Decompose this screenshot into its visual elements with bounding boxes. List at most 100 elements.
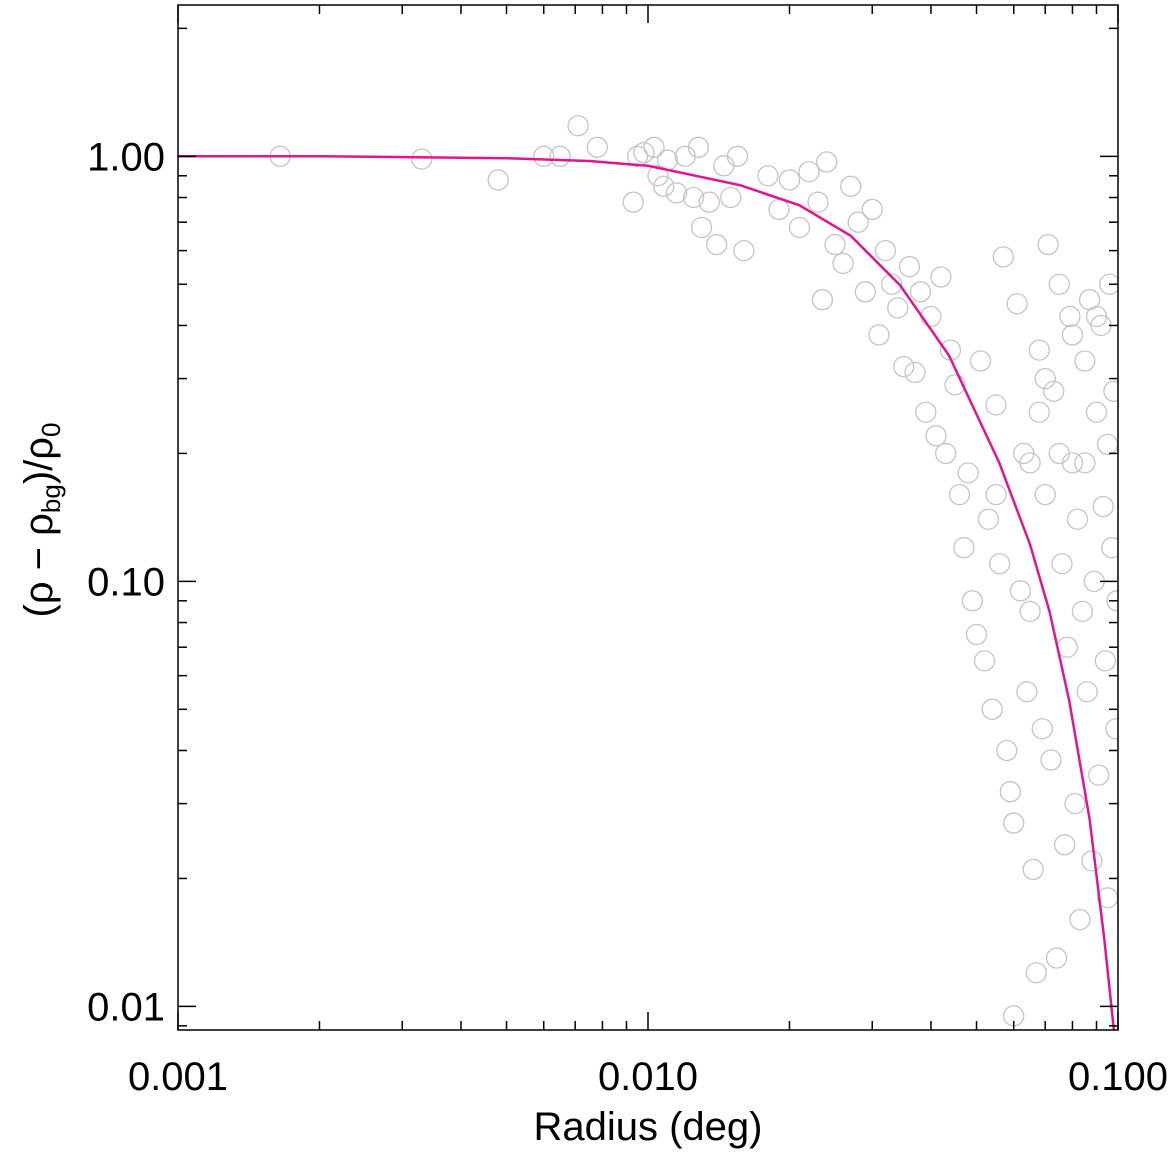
scatter-point <box>1043 380 1065 402</box>
scatter-point <box>713 155 735 177</box>
scatter-point <box>1034 367 1056 390</box>
fit-line <box>178 155 1116 1030</box>
y-axis-label: (ρ − ρbg)/ρ0 <box>17 423 66 618</box>
scatter-point <box>1048 273 1070 295</box>
scatter-point <box>778 169 801 191</box>
scatter-point <box>682 186 705 209</box>
scatter-point <box>533 145 555 167</box>
scatter-point <box>788 216 811 239</box>
scatter-point <box>768 198 790 221</box>
scatter-point <box>1048 442 1070 465</box>
scatter-point <box>944 374 966 396</box>
scatter-point <box>733 239 755 262</box>
scatter-point <box>1076 681 1098 703</box>
scatter-point <box>840 175 862 197</box>
scatter-point <box>904 361 926 384</box>
scatter-point <box>881 273 903 295</box>
scatter-point <box>1101 537 1118 559</box>
scatter-point <box>969 350 992 372</box>
scatter-point <box>674 145 696 167</box>
scatter-point <box>1019 600 1041 623</box>
scatter-point <box>726 145 749 167</box>
scatter-point <box>985 394 1007 416</box>
scatter-point <box>487 169 509 191</box>
scatter-point <box>1003 812 1025 834</box>
scatter-point <box>1040 749 1062 771</box>
scatter-point <box>643 136 665 158</box>
scatter-point <box>948 483 971 506</box>
plot-area <box>178 115 1118 1030</box>
scatter-point <box>915 401 937 423</box>
scatter-point <box>854 281 876 303</box>
scatter-point <box>1085 401 1108 423</box>
scatter-point <box>687 136 710 158</box>
x-tick-label: 0.100 <box>1068 1055 1168 1099</box>
scatter-point <box>981 698 1003 720</box>
scatter-point <box>999 781 1021 803</box>
y-tick-label: 1.00 <box>87 135 165 179</box>
scatter-point <box>1045 947 1068 969</box>
scatter-point <box>935 442 957 465</box>
scatter-point <box>807 191 829 213</box>
scatter-point <box>1061 452 1084 474</box>
scatter-point <box>1074 350 1096 372</box>
scatter-point <box>698 191 720 213</box>
scatter-point <box>992 246 1014 268</box>
scatter-point <box>690 216 713 239</box>
scatter-point <box>706 233 728 256</box>
scatter-point <box>626 145 649 167</box>
scatter-point <box>1081 850 1103 872</box>
scatter-point <box>925 425 947 447</box>
scatter-point <box>653 175 675 197</box>
scatter-point <box>586 136 608 158</box>
scatter-point <box>1106 590 1118 612</box>
scatter-point <box>1092 495 1114 518</box>
scatter-point <box>1025 962 1047 984</box>
scatter-point <box>988 553 1011 575</box>
scatter-point <box>1022 858 1044 881</box>
scatter-point <box>1028 401 1050 423</box>
scatter-point <box>832 252 854 275</box>
y-tick-label: 0.10 <box>87 560 165 604</box>
scatter-point <box>861 198 883 221</box>
scatter-point <box>1059 305 1081 328</box>
scatter-point <box>1051 553 1073 575</box>
scatter-point <box>1071 600 1094 623</box>
scatter-point <box>898 256 921 278</box>
x-tick-label: 0.001 <box>128 1055 228 1099</box>
scatter-point <box>977 508 1000 530</box>
scatter-point <box>1069 908 1091 931</box>
scatter-point <box>965 623 988 646</box>
scatter-point <box>1066 508 1089 530</box>
scatter-point <box>798 161 820 183</box>
y-label-sub: bg <box>36 484 66 513</box>
scatter-point <box>1006 293 1028 315</box>
scatter-point <box>985 483 1007 506</box>
scatter-point <box>920 305 942 328</box>
scatter-point <box>811 289 834 311</box>
scatter-point <box>893 356 915 378</box>
scatter-point <box>816 151 838 173</box>
y-label-part: )/ρ <box>17 437 61 484</box>
scatter-point <box>961 590 984 612</box>
scatter-point <box>887 297 909 319</box>
scatter-point <box>633 142 655 164</box>
scatter-point <box>549 145 571 167</box>
scatter-point <box>1094 650 1117 672</box>
scatter-point <box>665 182 688 204</box>
scatter-point <box>1056 636 1078 658</box>
scatter-point <box>647 165 669 187</box>
scatter-point <box>622 191 644 213</box>
y-label-part: (ρ − ρ <box>17 513 61 617</box>
plot-frame <box>177 4 1119 1031</box>
scatter-point <box>847 211 869 233</box>
y-tick-label: 0.01 <box>87 985 165 1029</box>
scatter-point <box>757 165 779 187</box>
scatter-point <box>1061 324 1084 346</box>
scatter-point <box>909 281 932 303</box>
scatter-point <box>957 462 979 484</box>
scatter-point <box>1064 792 1086 815</box>
scatter-point <box>720 186 742 209</box>
scatter-point <box>1016 681 1038 703</box>
